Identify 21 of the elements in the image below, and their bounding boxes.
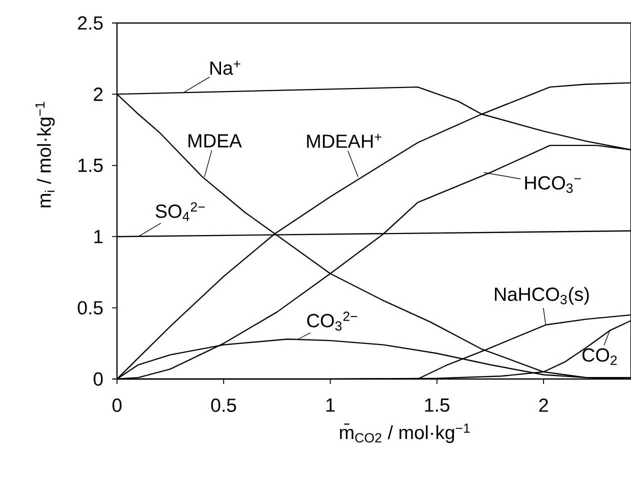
annotation: HCO$_{3}$− — [525, 176, 581, 193]
y-tick-label: 0 — [94, 372, 103, 386]
y-axis-title: m$_{i}$ / mol·kg$^{−1}$ — [35, 102, 55, 208]
x-tick-label: 2 — [539, 398, 548, 412]
annotation: Na$^{+}$ — [210, 60, 240, 75]
x-tick-label: 1.5 — [425, 398, 450, 412]
annotation: CO$_{3}$2− — [307, 312, 358, 331]
annotation: MDEAH$^{+}$ — [307, 134, 382, 148]
annotation: CO$_{2}$ — [582, 348, 617, 365]
annotation: NaHCO$_{3}$(s) — [494, 287, 589, 305]
y-tick-label: 0.5 — [78, 301, 103, 315]
x-tick-label: 0.5 — [211, 398, 236, 412]
x-tick-label: 1 — [326, 398, 335, 412]
y-tick-label: 2.5 — [78, 16, 103, 30]
x-axis-title: m̄$_{CO2}$ / mol·kg$^{−1}$ — [340, 424, 470, 443]
annotation: MDEA — [188, 134, 242, 148]
y-tick-label: 1 — [94, 230, 103, 244]
annotation: SO$_{4}$2− — [156, 202, 205, 221]
x-tick-label: 0 — [112, 398, 122, 412]
y-tick-label: 1.5 — [78, 158, 103, 172]
y-tick-label: 2 — [94, 88, 103, 101]
